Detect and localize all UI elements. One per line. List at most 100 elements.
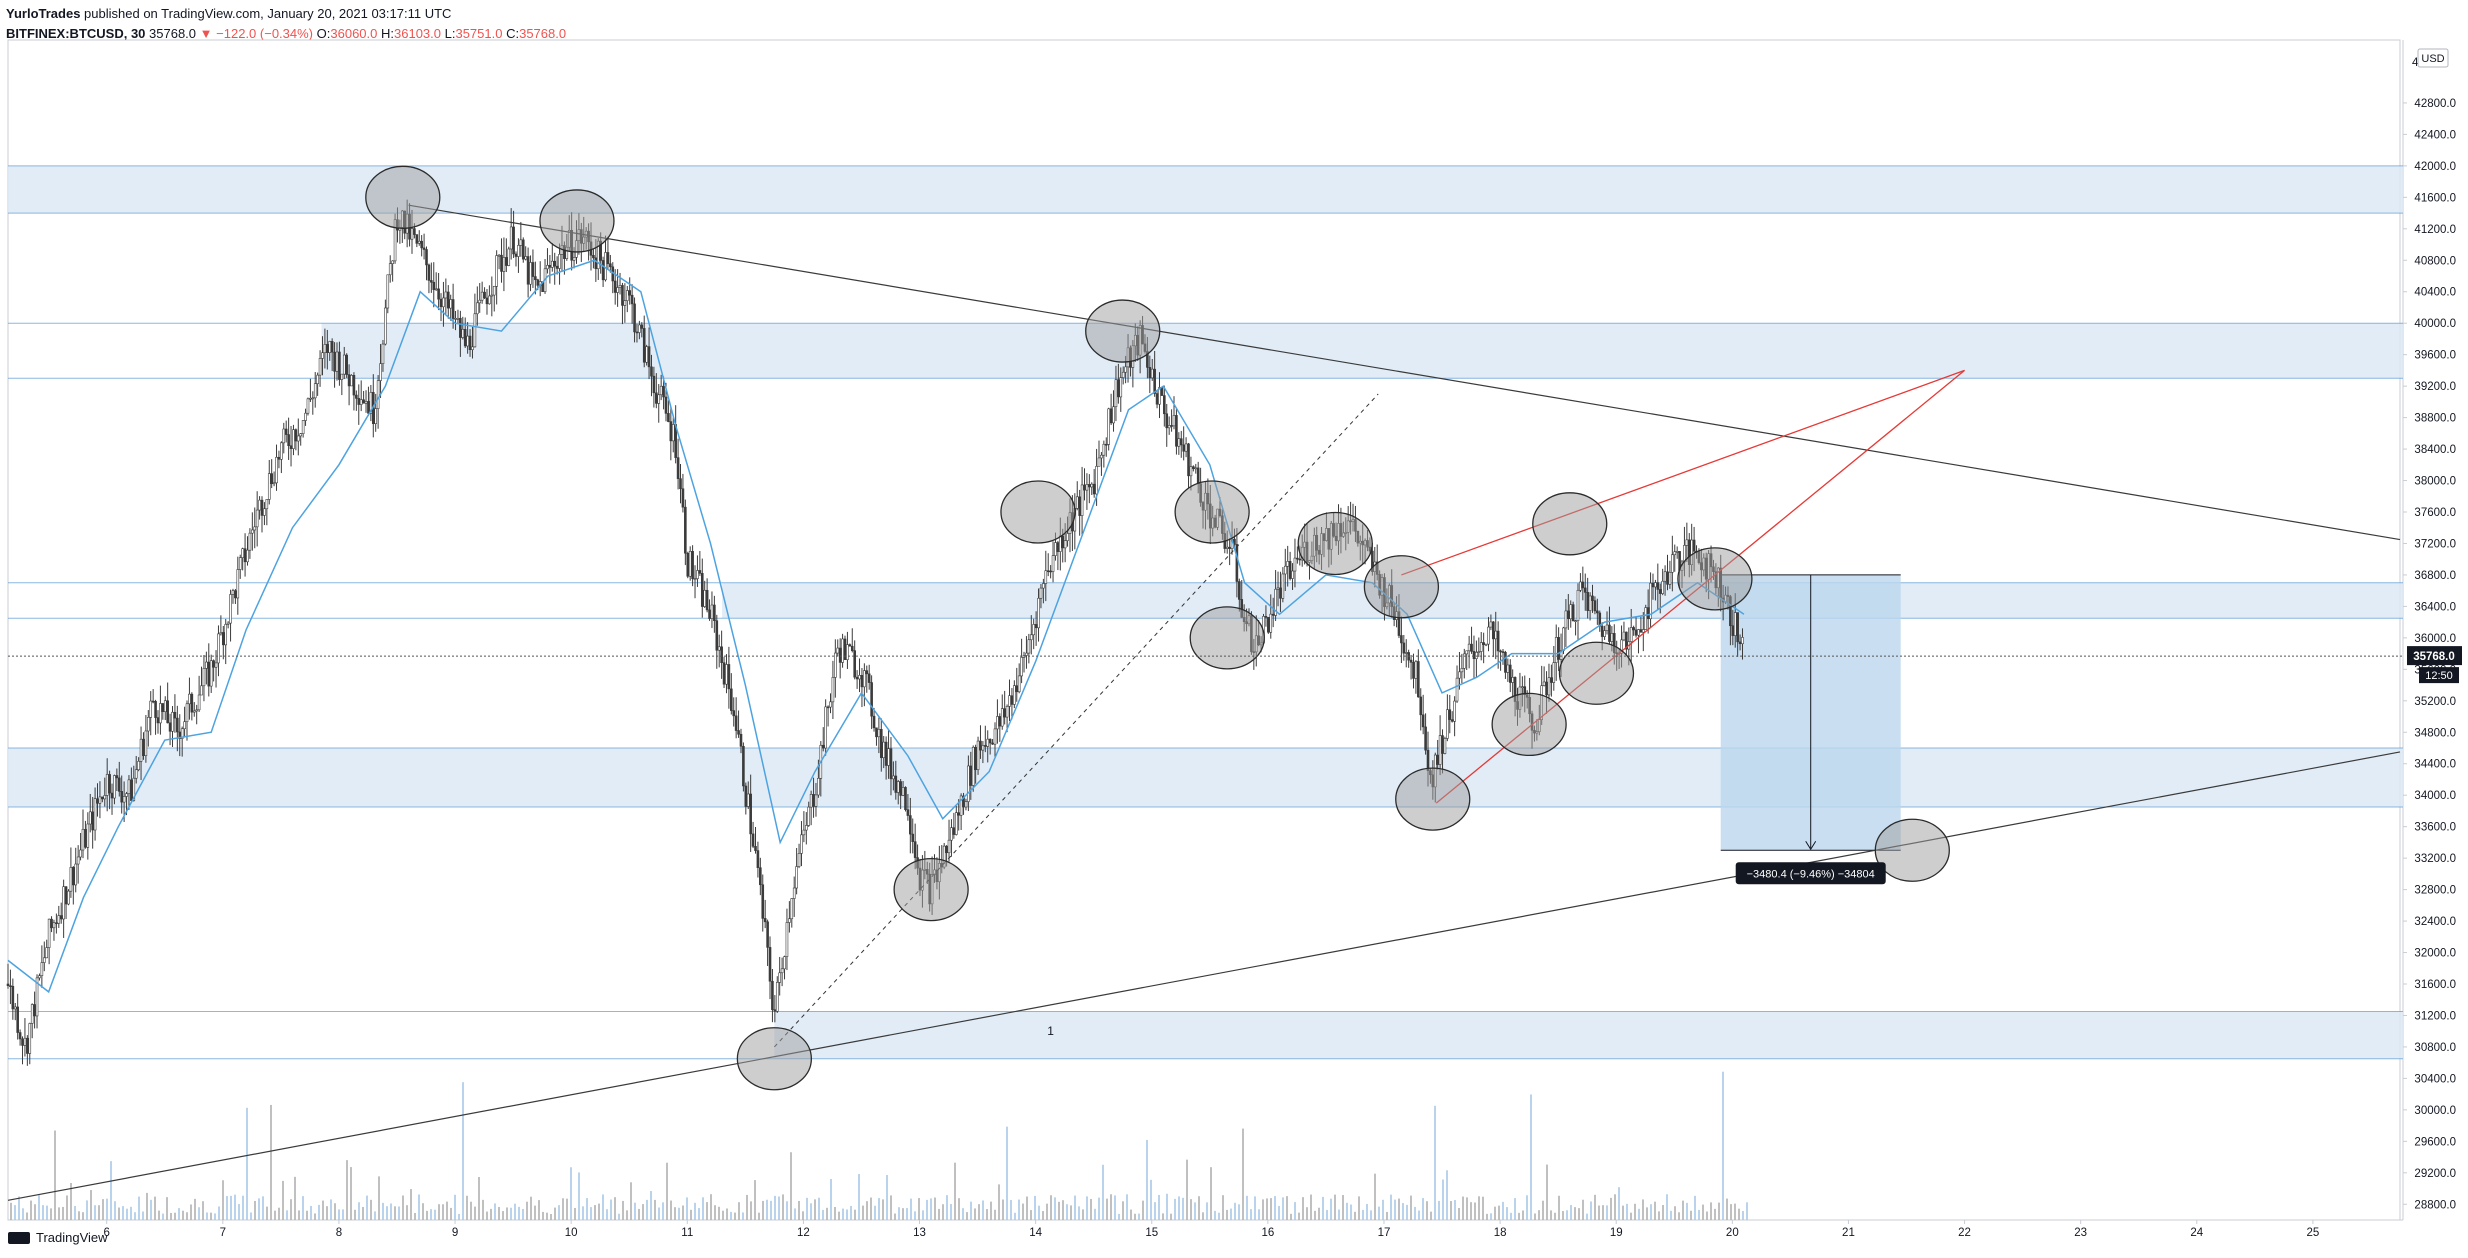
volume-bar [1042, 1211, 1044, 1220]
volume-bar [654, 1199, 656, 1220]
candle-body [526, 256, 530, 285]
volume-bar [306, 1210, 308, 1220]
volume-bar [974, 1208, 976, 1220]
publish-line: YurloTrades published on TradingView.com… [6, 4, 566, 24]
candle-body [722, 662, 726, 685]
candle-body [93, 798, 97, 831]
x-tick-label: 22 [1958, 1227, 1971, 1239]
symbol-label[interactable]: BITFINEX:BTCUSD, 30 [6, 26, 146, 41]
volume-bar [538, 1200, 540, 1220]
candle-body [1632, 627, 1635, 631]
y-tick-label: 34400.0 [2414, 759, 2456, 771]
candle-body [236, 569, 240, 599]
y-tick-label: 32000.0 [2414, 948, 2456, 960]
volume-bar [1690, 1210, 1692, 1220]
close-label: C: [506, 26, 520, 41]
candle-body [642, 328, 646, 363]
volume-bar [50, 1208, 52, 1220]
candle-body [340, 373, 344, 380]
candle-body [258, 499, 261, 511]
candle-body [1637, 629, 1640, 636]
candle-body [35, 977, 39, 1017]
author-name[interactable]: YurloTrades [6, 6, 81, 21]
volume-bar [1182, 1197, 1184, 1220]
candle-body [1649, 582, 1652, 620]
volume-bar [590, 1207, 592, 1220]
footer-brand[interactable]: TradingView [36, 1230, 108, 1245]
volume-bar [1090, 1198, 1092, 1220]
volume-bar [14, 1205, 16, 1220]
candle-body [601, 260, 605, 281]
candle-body [1475, 652, 1478, 660]
y-tick-label: 31200.0 [2414, 1010, 2456, 1022]
candle-body [1446, 709, 1449, 739]
close-value: 35768.0 [519, 26, 567, 41]
candle-body [645, 346, 648, 363]
volume-bar [1270, 1198, 1272, 1220]
candle-body [693, 578, 697, 580]
candle-body [1015, 685, 1019, 693]
volume-bar [1342, 1195, 1344, 1220]
volume-bar [1326, 1209, 1328, 1220]
volume-bar [242, 1195, 244, 1220]
candle-body [96, 798, 99, 804]
candle-body [224, 624, 228, 646]
volume-bar [1454, 1200, 1456, 1220]
candle-body [1639, 629, 1643, 633]
candle-body [998, 716, 1002, 727]
volume-bar [1178, 1196, 1180, 1220]
volume-bar [202, 1201, 204, 1220]
volume-bar [1666, 1194, 1668, 1220]
candle-body [1417, 661, 1420, 698]
volume-bar [1586, 1213, 1588, 1220]
candle-body [1233, 538, 1236, 545]
candle-body [708, 609, 711, 619]
candle-body [246, 549, 249, 563]
candle-body [357, 398, 361, 405]
candle-body [621, 285, 624, 306]
candle-body [321, 352, 324, 359]
candle-body [529, 262, 532, 285]
volume-bar [1502, 1201, 1504, 1220]
candle-body [1629, 627, 1633, 642]
volume-bar [350, 1167, 352, 1220]
volume-bar [770, 1200, 772, 1220]
candle-body [826, 706, 830, 709]
candle-body [437, 288, 440, 300]
candle-body [1153, 368, 1156, 394]
candle-body [86, 823, 90, 848]
volume-bar [542, 1211, 544, 1220]
candle-body [69, 867, 73, 892]
candle-body [289, 445, 293, 449]
volume-bar [1446, 1170, 1448, 1220]
candle-body [1642, 629, 1645, 633]
candle-body [751, 833, 755, 847]
candle-body [795, 866, 798, 889]
volume-bar [662, 1202, 664, 1220]
candle-body [299, 433, 303, 437]
candle-body [971, 746, 975, 786]
volume-bar [106, 1198, 108, 1220]
candle-body [870, 682, 873, 717]
volume-bar [842, 1208, 844, 1220]
volume-bar [898, 1207, 900, 1220]
candle-body [1148, 367, 1152, 379]
volume-bar [1190, 1199, 1192, 1220]
volume-bar [1038, 1205, 1040, 1220]
candle-body [1564, 610, 1568, 629]
volume-bar [966, 1212, 968, 1220]
candle-body [1037, 597, 1040, 629]
volume-bar [1046, 1203, 1048, 1220]
candle-body [127, 779, 131, 794]
candle-body [442, 297, 445, 308]
candle-body [628, 290, 632, 296]
volume-bar [1706, 1211, 1708, 1220]
currency-badge [2417, 48, 2449, 68]
candle-body [192, 710, 196, 713]
candle-body [669, 421, 673, 442]
candle-body [296, 435, 300, 442]
volume-bar [810, 1203, 812, 1220]
volume-bar [562, 1198, 564, 1220]
volume-bar [1514, 1198, 1516, 1220]
